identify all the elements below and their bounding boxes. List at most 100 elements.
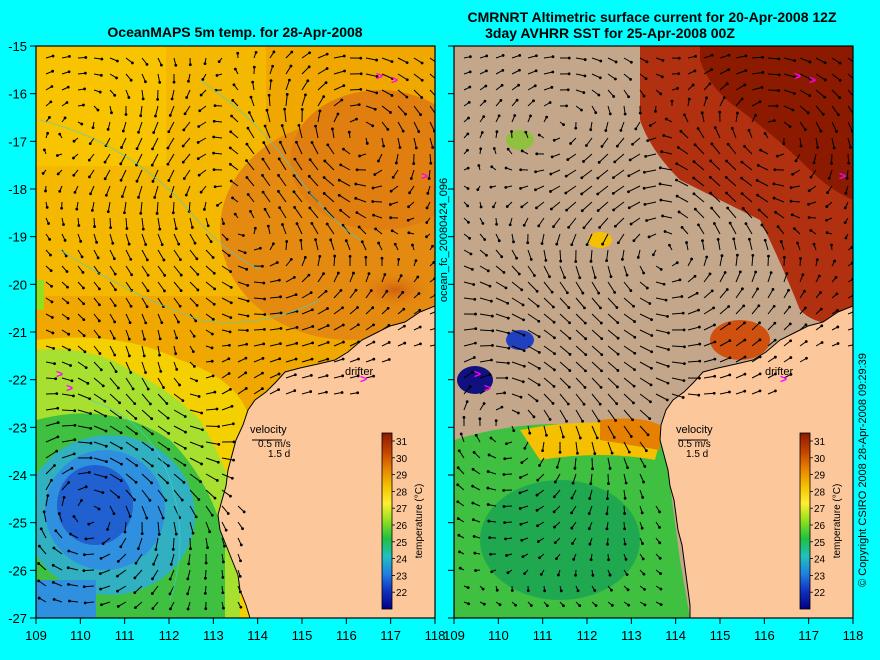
velocity-vector-head: [803, 128, 807, 132]
velocity-vector: [591, 57, 601, 62]
velocity-vector: [317, 358, 328, 363]
velocity-vector: [269, 327, 282, 331]
velocity-vector: [590, 249, 593, 262]
velocity-vector-head: [46, 494, 50, 497]
velocity-vector: [495, 281, 507, 289]
velocity-vector: [537, 473, 545, 481]
velocity-vector: [572, 473, 577, 484]
velocity-vector: [541, 233, 545, 244]
velocity-vector-head: [325, 222, 329, 226]
velocity-vector-head: [285, 240, 289, 243]
velocity-vector: [93, 441, 107, 447]
velocity-vector-head: [150, 432, 154, 436]
velocity-vector-head: [67, 599, 71, 603]
velocity-vector: [39, 545, 47, 555]
velocity-vector-head: [171, 211, 175, 215]
velocity-vector: [187, 569, 191, 579]
velocity-vector: [323, 193, 335, 203]
velocity-vector-head: [67, 332, 71, 336]
velocity-vector-head: [183, 112, 187, 116]
velocity-vector-head: [616, 321, 620, 324]
velocity-vector: [264, 208, 271, 219]
velocity-vector: [575, 281, 584, 294]
velocity-vector-head: [821, 112, 825, 116]
velocity-vector: [109, 265, 116, 275]
velocity-vector: [551, 201, 561, 210]
x-tick-label: 117: [798, 628, 819, 643]
velocity-vector-head: [537, 133, 541, 137]
velocity-vector-head: [299, 238, 303, 242]
velocity-vector-head: [853, 96, 856, 99]
velocity-vector-head: [518, 68, 521, 72]
velocity-vector-head: [728, 322, 731, 325]
velocity-vector-head: [481, 221, 485, 225]
velocity-vector-head: [279, 295, 282, 299]
velocity-vector: [678, 147, 689, 155]
velocity-vector: [703, 97, 708, 107]
velocity-vector-head: [68, 348, 71, 352]
velocity-vector: [301, 257, 306, 267]
velocity-vector: [567, 153, 577, 160]
x-tick-label: 113: [621, 628, 642, 643]
velocity-vector-head: [137, 195, 140, 199]
velocity-vector-head: [359, 72, 363, 76]
velocity-vector-head: [680, 225, 684, 229]
velocity-vector: [279, 142, 287, 155]
velocity-vector: [495, 392, 505, 395]
velocity-vector-head: [589, 482, 593, 486]
velocity-vector-head: [585, 243, 589, 247]
velocity-vector-head: [114, 288, 117, 292]
velocity-vector-head: [520, 288, 524, 292]
velocity-vector-head: [277, 173, 280, 177]
velocity-vector-head: [135, 447, 139, 451]
velocity-vector-head: [658, 166, 662, 170]
velocity-vector-head: [165, 402, 169, 405]
right-drifter-label: drifter: [765, 366, 793, 378]
velocity-vector-head: [775, 104, 779, 108]
velocity-vector-head: [336, 112, 340, 116]
velocity-vector: [381, 121, 389, 130]
velocity-vector-head: [211, 256, 215, 259]
velocity-vector-head: [645, 286, 649, 290]
velocity-vector-head: [341, 306, 344, 310]
velocity-vector-head: [230, 476, 234, 480]
velocity-vector: [589, 489, 593, 499]
velocity-vector: [495, 297, 508, 304]
velocity-vector: [655, 377, 669, 384]
velocity-vector-head: [495, 222, 498, 226]
velocity-vector-head: [113, 353, 117, 357]
velocity-vector-head: [51, 69, 55, 73]
velocity-vector: [735, 288, 743, 299]
right-legend: drifter > velocity 0.5 m/s 1.5 d: [676, 366, 793, 460]
velocity-vector: [253, 281, 264, 284]
velocity-vector-head: [477, 164, 481, 167]
velocity-vector: [141, 217, 144, 230]
velocity-vector: [735, 84, 746, 91]
velocity-vector-head: [340, 391, 344, 394]
velocity-vector-head: [788, 125, 792, 129]
velocity-vector: [495, 265, 505, 273]
velocity-vector: [623, 377, 635, 387]
velocity-vector: [623, 473, 627, 484]
velocity-vector: [109, 377, 119, 389]
velocity-vector-head: [743, 338, 747, 342]
velocity-vector: [543, 425, 547, 436]
velocity-vector-head: [507, 346, 511, 350]
x-tick-label: 117: [380, 628, 401, 643]
velocity-vector-head: [119, 545, 123, 549]
velocity-vector: [189, 249, 198, 260]
velocity-vector: [574, 457, 577, 469]
velocity-vector-head: [474, 433, 478, 437]
velocity-vector-head: [500, 83, 504, 87]
velocity-vector-head: [709, 159, 713, 163]
velocity-vector: [623, 361, 635, 371]
velocity-vector-head: [228, 343, 231, 347]
velocity-vector-head: [796, 241, 799, 245]
velocity-vector-head: [506, 301, 510, 305]
velocity-vector-head: [836, 325, 840, 329]
velocity-vector: [93, 265, 100, 274]
velocity-vector: [463, 342, 476, 347]
velocity-vector-head: [854, 79, 857, 82]
velocity-vector-head: [123, 530, 127, 534]
